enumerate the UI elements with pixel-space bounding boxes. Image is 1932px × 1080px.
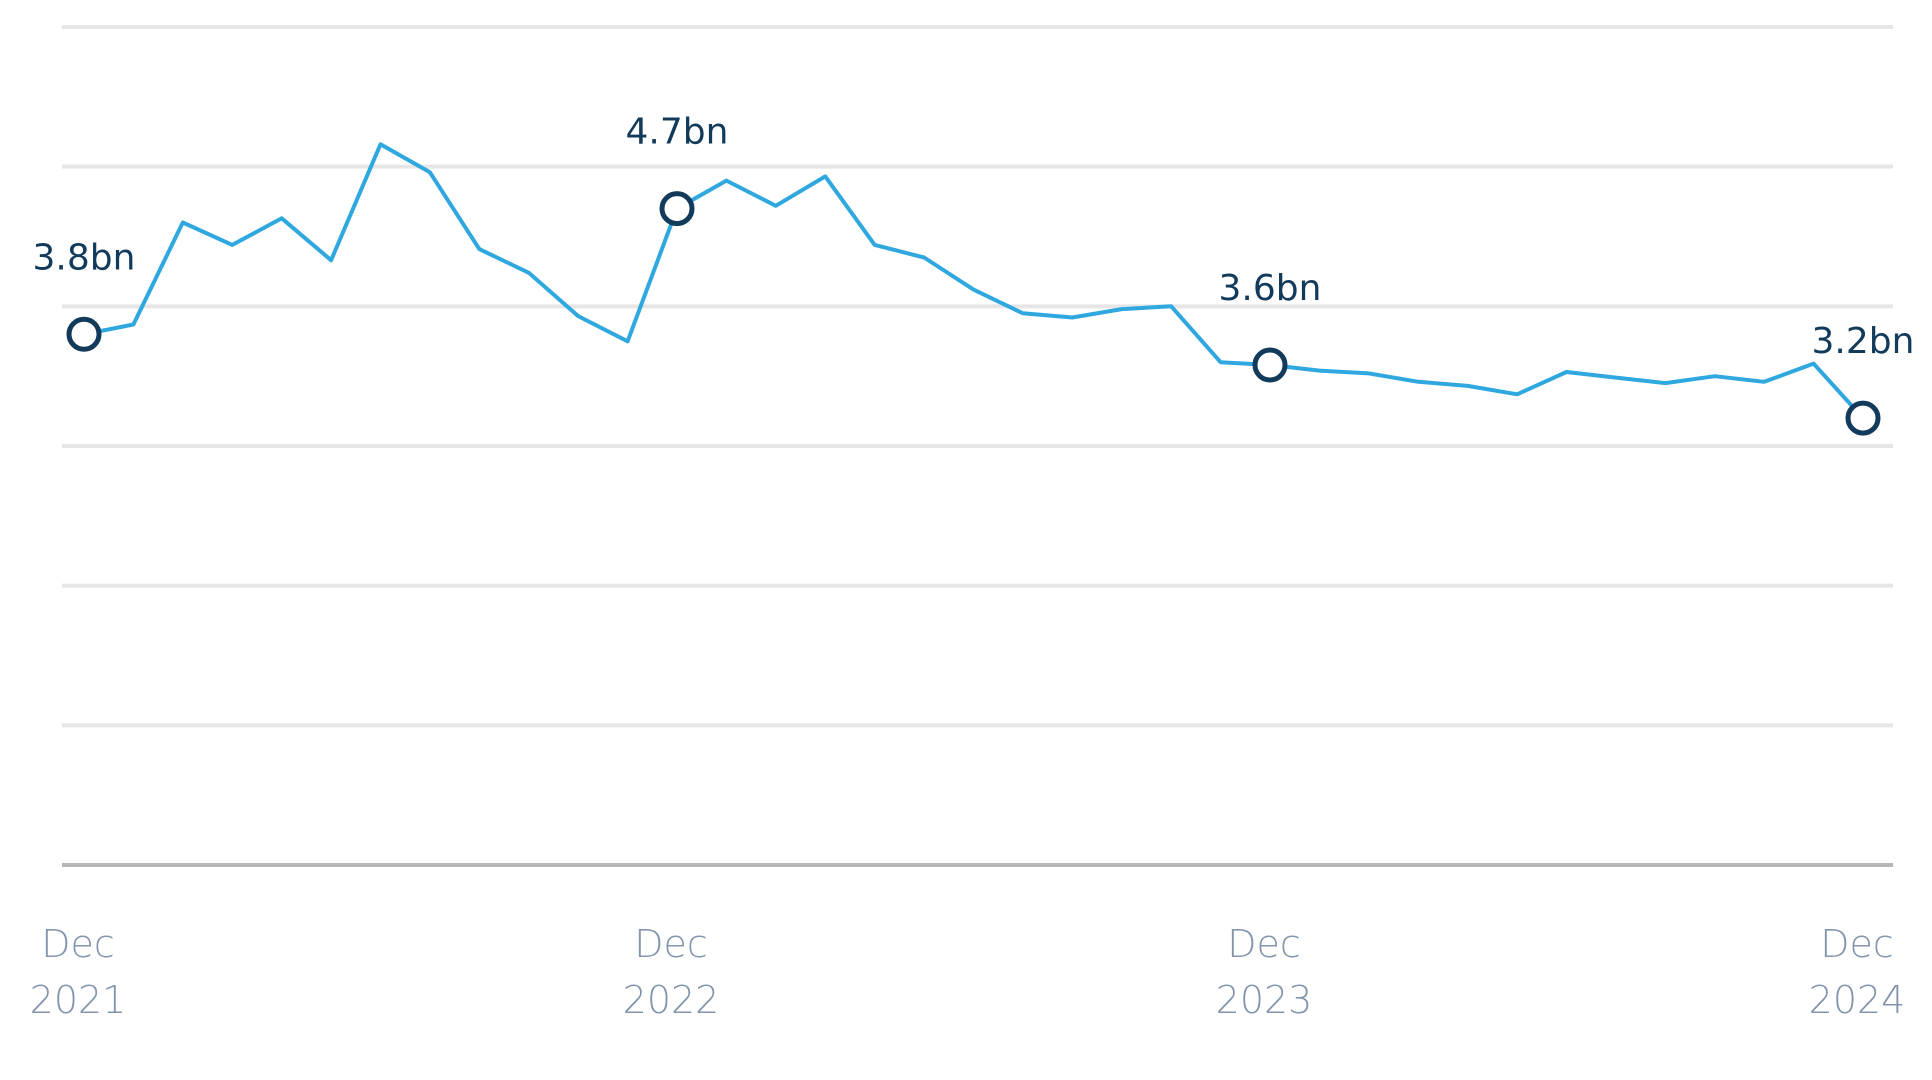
data-point <box>477 247 481 251</box>
highlight-marker <box>66 316 102 352</box>
data-point <box>1021 311 1025 315</box>
data-point <box>1120 307 1124 311</box>
data-point <box>626 339 630 343</box>
annotation-label: 3.8bn <box>33 237 136 278</box>
data-point <box>1515 392 1519 396</box>
annotations-layer: 3.8bn 4.7bn 3.6bn 3.2bn <box>33 112 1915 363</box>
highlight-marker <box>1252 347 1288 383</box>
data-point <box>576 314 580 318</box>
data-point <box>428 170 432 174</box>
data-point <box>972 288 976 292</box>
data-point <box>724 179 728 183</box>
data-point <box>230 243 234 247</box>
data-point <box>1762 380 1766 384</box>
data-point <box>527 271 531 275</box>
data-point <box>1713 374 1717 378</box>
data-point <box>1367 371 1371 375</box>
highlight-marker <box>1845 400 1881 436</box>
data-point <box>1663 381 1667 385</box>
data-point <box>131 322 135 326</box>
x-tick-month: Dec <box>1227 922 1301 966</box>
data-point <box>1317 369 1321 373</box>
data-point <box>1169 304 1173 308</box>
series-line <box>82 142 1865 421</box>
x-tick-year: 2024 <box>1809 978 1906 1022</box>
data-point <box>280 216 284 220</box>
data-point <box>1565 370 1569 374</box>
x-tick-month: Dec <box>634 922 708 966</box>
data-point <box>1416 380 1420 384</box>
data-point <box>1070 316 1074 320</box>
annotation-label: 4.7bn <box>626 112 729 153</box>
x-tick-year: 2023 <box>1216 978 1313 1022</box>
data-point <box>379 142 383 146</box>
data-point <box>774 204 778 208</box>
annotation-label: 3.6bn <box>1219 268 1322 309</box>
data-point <box>1812 362 1816 366</box>
data-point <box>181 221 185 225</box>
data-point <box>823 174 827 178</box>
data-point <box>922 255 926 259</box>
x-tick-year: 2022 <box>623 978 720 1022</box>
series-layer <box>82 142 1865 421</box>
gridlines <box>62 25 1893 867</box>
data-point <box>1466 384 1470 388</box>
highlight-marker <box>659 191 695 227</box>
annotation-label: 3.2bn <box>1812 321 1915 362</box>
data-point <box>1614 376 1618 380</box>
x-tick-month: Dec <box>1820 922 1894 966</box>
x-tick-month: Dec <box>41 922 115 966</box>
x-tick-year: 2021 <box>30 978 127 1022</box>
data-point <box>1219 360 1223 364</box>
markers-layer <box>66 191 1881 436</box>
data-point <box>873 243 877 247</box>
x-axis-ticks: Dec 2021 Dec 2022 Dec 2023 Dec 2024 <box>30 922 1906 1022</box>
data-point <box>329 258 333 262</box>
